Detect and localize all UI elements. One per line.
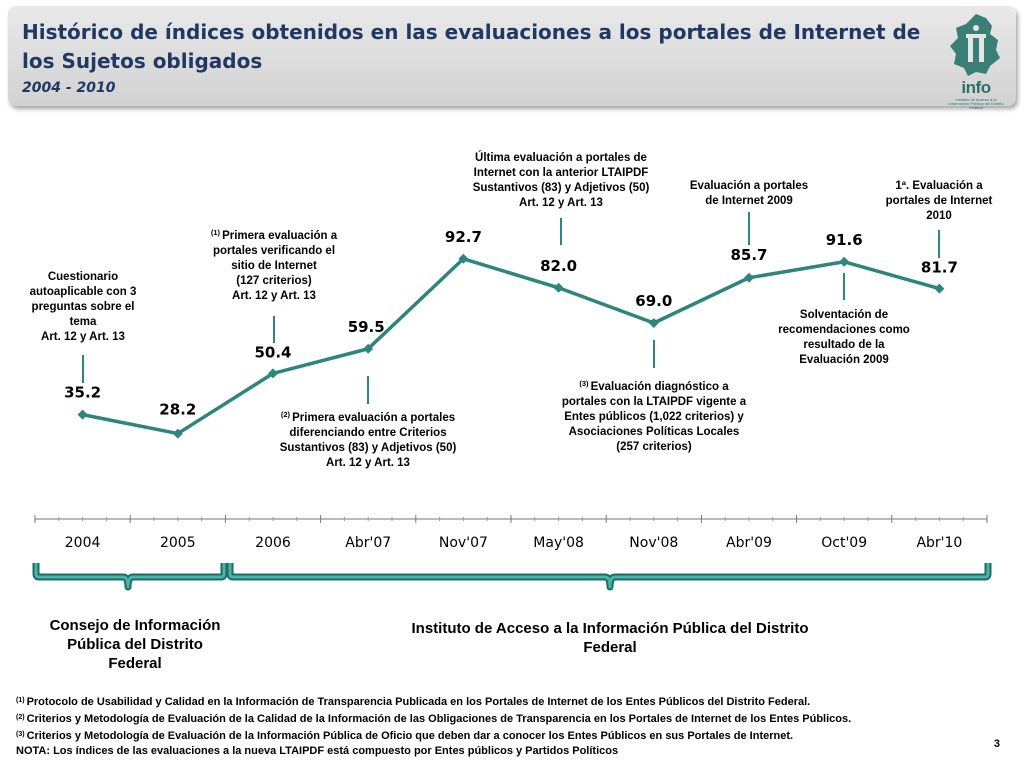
data-point bbox=[839, 256, 850, 267]
data-labels: 35.2 28.2 50.4 59.5 92.7 82.0 69.0 85.7 91.6 81.7 bbox=[64, 228, 958, 419]
x-tick-label: Nov'08 bbox=[629, 535, 678, 551]
x-axis: 2004 2005 2006 Abr'07 Nov'07 May'08 Nov'08 Abr'… bbox=[34, 515, 988, 551]
info-logo: info Instituto de Acceso a la Informació… bbox=[946, 12, 1006, 110]
x-tick-label: May'08 bbox=[533, 535, 584, 551]
x-tick-label: Oct'09 bbox=[821, 535, 867, 551]
data-label: 81.7 bbox=[921, 259, 958, 277]
series-line-layer bbox=[82, 257, 940, 436]
footnote-2: (2) Criterios y Metodología de Evaluación… bbox=[16, 713, 852, 725]
data-label: 82.0 bbox=[540, 257, 577, 275]
data-point bbox=[458, 253, 469, 264]
bracket-consejo bbox=[34, 563, 226, 589]
data-point bbox=[363, 343, 374, 354]
bracket-instituto bbox=[228, 563, 990, 589]
footnote-note: NOTA: Los índices de las evaluaciones a … bbox=[16, 745, 619, 757]
data-label: 50.4 bbox=[254, 343, 291, 361]
line-chart: 2004 2005 2006 Abr'07 Nov'07 May'08 Nov'08 Abr'… bbox=[30, 151, 993, 591]
map-emblem-icon bbox=[950, 14, 1000, 76]
logo-subtext: Instituto de Acceso a la Información Púb… bbox=[948, 97, 1004, 110]
x-tick-label: 2006 bbox=[255, 535, 291, 551]
data-label: 92.7 bbox=[445, 228, 482, 246]
footnote-3: (3) Criterios y Metodología de Evaluación… bbox=[16, 730, 794, 742]
series-line bbox=[82, 257, 940, 436]
data-point bbox=[744, 272, 754, 283]
data-points bbox=[77, 253, 945, 439]
slide-header: Histórico de índices obtenidos en las ev… bbox=[8, 6, 1016, 110]
data-point bbox=[77, 409, 88, 420]
annotation-text: Cuestionario autoaplicable con 3 preguntas… bbox=[30, 271, 137, 343]
annotations: Cuestionario autoaplicable con 3 preguntas… bbox=[30, 151, 993, 469]
x-tick-label: Abr'09 bbox=[726, 535, 772, 551]
annotation-text: (2) Primera evaluación a portales diferen… bbox=[280, 410, 457, 469]
data-label: 69.0 bbox=[635, 292, 672, 310]
x-tick-label: Abr'07 bbox=[345, 535, 391, 551]
data-label: 28.2 bbox=[159, 401, 196, 419]
slide-subtitle: 2004 - 2010 bbox=[22, 80, 116, 96]
slide-title: Histórico de índices obtenidos en las ev… bbox=[22, 20, 921, 73]
data-label: 35.2 bbox=[64, 384, 101, 402]
data-label: 59.5 bbox=[348, 318, 385, 336]
annotation-text: Solventación de recomendaciones como resul… bbox=[778, 309, 910, 366]
period-brackets bbox=[32, 563, 992, 591]
page-number: 3 bbox=[993, 738, 1000, 750]
footnotes: (1) Protocolo de Usabilidad y Calidad en … bbox=[16, 693, 1006, 759]
bracket-consejo-shadow bbox=[32, 563, 228, 591]
bracket-label-instituto: Instituto de Acceso a la Información Púb… bbox=[411, 620, 809, 656]
bracket-label-consejo: Consejo de Información Pública del Distr… bbox=[49, 617, 221, 672]
x-tick-label: Nov'07 bbox=[439, 535, 488, 551]
data-label: 85.7 bbox=[730, 246, 767, 264]
data-point bbox=[648, 318, 659, 329]
data-point bbox=[934, 283, 945, 294]
annotation-text: (3) Evaluación diagnóstico a portales con… bbox=[562, 379, 747, 453]
x-tick-label: 2004 bbox=[65, 535, 101, 551]
footnote-1: (1) Protocolo de Usabilidad y Calidad en … bbox=[16, 696, 811, 708]
annotation-text: 1ª. Evaluación a portales de Internet 2010 bbox=[886, 180, 993, 222]
data-point bbox=[553, 282, 564, 293]
data-point bbox=[268, 368, 278, 379]
logo-wordmark: info bbox=[961, 78, 991, 97]
data-point bbox=[172, 428, 183, 439]
data-label: 91.6 bbox=[826, 231, 863, 249]
annotation-text: Última evaluación a portales de Internet … bbox=[473, 151, 650, 209]
annotation-text: (1) Primera evaluación a portales verific… bbox=[211, 228, 338, 302]
x-tick-label: 2005 bbox=[160, 535, 196, 551]
annotation-text: Evaluación a portales de Internet 2009 bbox=[690, 180, 808, 207]
x-tick-label: Abr'10 bbox=[916, 535, 962, 551]
